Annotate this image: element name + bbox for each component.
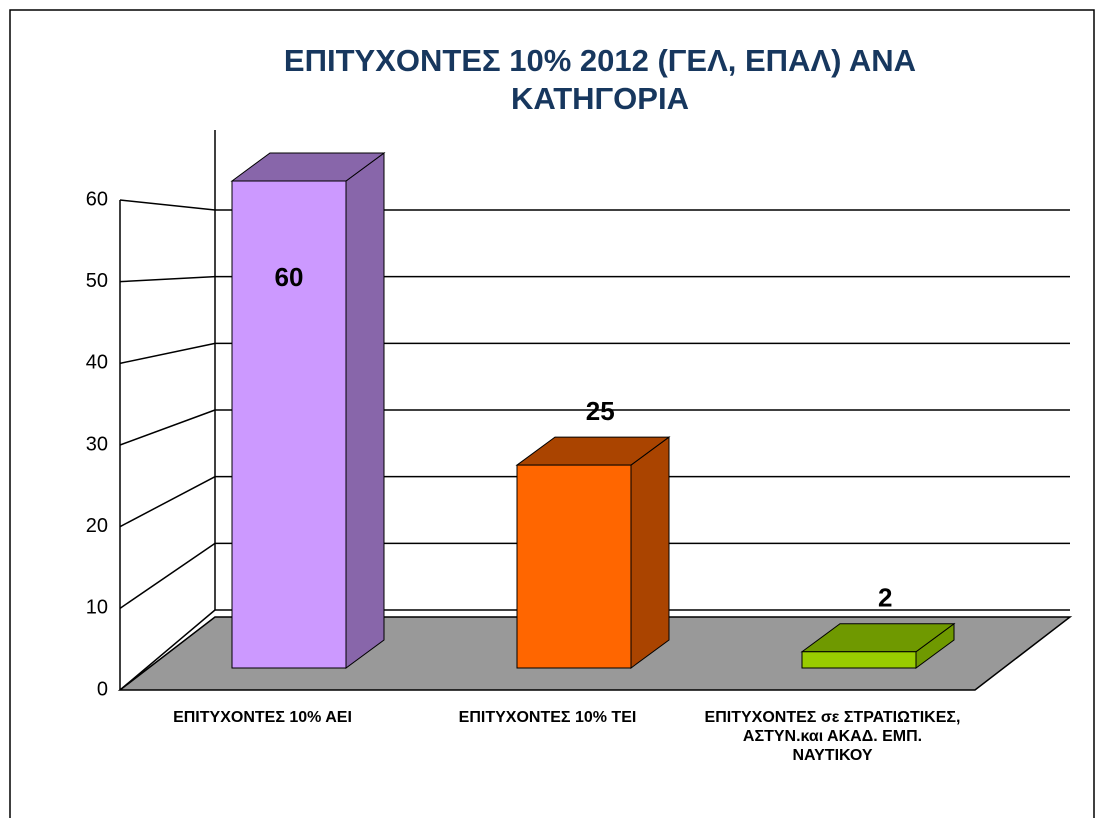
value-label: 25 — [586, 396, 615, 426]
y-tick-label: 0 — [97, 678, 108, 700]
x-tick-label: ΕΠΙΤΥΧΟΝΤΕΣ σε ΣΤΡΑΤΙΩΤΙΚΕΣ, ΑΣΤΥΝ.και Α… — [704, 709, 961, 764]
y-tick-label: 60 — [86, 188, 108, 210]
bar — [516, 464, 632, 669]
y-tick-label: 20 — [86, 515, 108, 537]
y-tick-label: 10 — [86, 597, 108, 619]
side-grid-line — [119, 275, 216, 283]
bar — [231, 180, 347, 669]
x-tick-label: ΕΠΙΤΥΧΟΝΤΕΣ 10% ΑΕΙ — [173, 709, 352, 726]
side-grid-line — [119, 476, 216, 528]
bar-side — [630, 436, 670, 669]
x-label-box: ΕΠΙΤΥΧΟΝΤΕΣ 10% ΑΕΙ — [173, 709, 352, 726]
value-label: 2 — [878, 583, 892, 613]
side-grid-line — [119, 609, 216, 691]
chart-title: ΕΠΙΤΥΧΟΝΤΕΣ 10% 2012 (ΓΕΛ, ΕΠΑΛ) ΑΝΑ ΚΑΤ… — [283, 43, 917, 116]
frame — [9, 9, 1095, 818]
x-tick-label: ΕΠΙΤΥΧΟΝΤΕΣ 10% ΤΕΙ — [458, 709, 637, 726]
y-tick-label: 30 — [86, 433, 108, 455]
side-grid-line — [119, 409, 216, 446]
bar-side — [345, 152, 385, 669]
value-label: 60 — [275, 262, 304, 292]
x-label-box: ΕΠΙΤΥΧΟΝΤΕΣ 10% ΤΕΙ — [458, 709, 637, 726]
bar — [801, 651, 917, 669]
title-box: ΕΠΙΤΥΧΟΝΤΕΣ 10% 2012 (ΓΕΛ, ΕΠΑΛ) ΑΝΑ ΚΑΤ… — [283, 43, 917, 116]
side-grid-line — [119, 542, 216, 609]
x-label-box: ΕΠΙΤΥΧΟΝΤΕΣ σε ΣΤΡΑΤΙΩΤΙΚΕΣ, ΑΣΤΥΝ.και Α… — [704, 709, 961, 764]
y-tick-label: 50 — [86, 270, 108, 292]
side-grid-line — [119, 199, 216, 211]
y-tick-label: 40 — [86, 352, 108, 374]
side-grid-line — [119, 342, 216, 365]
